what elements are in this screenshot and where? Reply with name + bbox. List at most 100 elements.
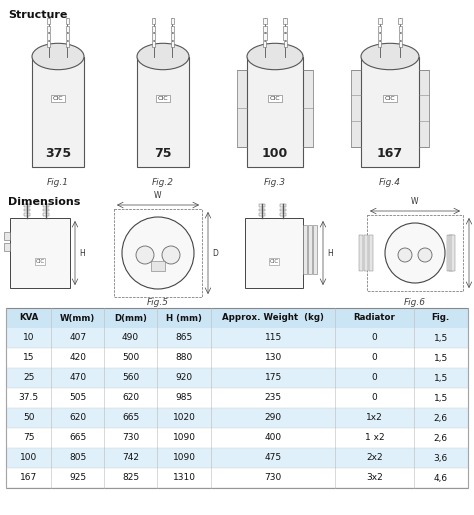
Text: 665: 665 <box>69 434 86 442</box>
Text: CIC: CIC <box>36 259 45 264</box>
Text: 400: 400 <box>264 434 282 442</box>
Text: CIC: CIC <box>385 96 395 101</box>
Text: 925: 925 <box>69 473 86 483</box>
Bar <box>263 33 266 40</box>
Circle shape <box>385 223 445 283</box>
Text: Radiator: Radiator <box>354 314 395 322</box>
Bar <box>24 204 30 207</box>
Bar <box>47 41 50 47</box>
Text: 0: 0 <box>372 393 377 403</box>
Circle shape <box>122 217 194 289</box>
Bar <box>399 26 402 32</box>
Ellipse shape <box>247 43 303 70</box>
Bar <box>447 235 451 271</box>
Text: W: W <box>154 191 162 200</box>
Circle shape <box>418 248 432 262</box>
Bar <box>10 218 70 288</box>
Text: 37.5: 37.5 <box>18 393 39 403</box>
Text: 420: 420 <box>69 353 86 363</box>
Text: D: D <box>212 249 218 258</box>
Bar <box>237 70 247 147</box>
Bar <box>114 209 202 297</box>
Text: 505: 505 <box>69 393 86 403</box>
Bar <box>263 26 267 32</box>
Text: 985: 985 <box>175 393 193 403</box>
Bar <box>152 18 155 24</box>
Bar <box>6 408 468 428</box>
Text: W(mm): W(mm) <box>60 314 95 322</box>
Text: 1310: 1310 <box>173 473 196 483</box>
Text: 620: 620 <box>122 393 139 403</box>
Text: 10: 10 <box>23 334 35 342</box>
Text: 290: 290 <box>264 414 282 422</box>
Text: 0: 0 <box>372 373 377 383</box>
Text: 805: 805 <box>69 454 86 462</box>
Text: 1020: 1020 <box>173 414 196 422</box>
Bar <box>6 308 468 328</box>
Bar <box>6 308 468 488</box>
Text: 75: 75 <box>154 147 172 160</box>
Bar <box>43 204 49 207</box>
Bar <box>369 235 373 271</box>
Bar <box>65 18 69 24</box>
Text: 25: 25 <box>23 373 34 383</box>
Text: 3x2: 3x2 <box>366 473 383 483</box>
Text: 825: 825 <box>122 473 139 483</box>
Bar <box>151 261 165 271</box>
Bar <box>4 244 10 251</box>
Text: 130: 130 <box>264 353 282 363</box>
Text: 1,5: 1,5 <box>434 373 448 383</box>
Text: Approx. Weight  (kg): Approx. Weight (kg) <box>222 314 324 322</box>
Bar <box>364 235 368 271</box>
Bar <box>152 26 155 32</box>
Bar <box>280 204 286 207</box>
Text: CIC: CIC <box>53 96 64 101</box>
Bar <box>66 26 69 32</box>
Bar <box>399 33 402 40</box>
Text: 1090: 1090 <box>173 434 196 442</box>
Bar <box>24 213 30 215</box>
Bar <box>399 41 402 47</box>
Bar <box>152 41 155 47</box>
Text: 490: 490 <box>122 334 139 342</box>
Bar <box>245 218 303 288</box>
Text: 920: 920 <box>175 373 193 383</box>
Bar <box>419 70 429 147</box>
Bar <box>47 33 50 40</box>
Text: CIC: CIC <box>158 96 168 101</box>
Bar <box>6 468 468 488</box>
Text: 880: 880 <box>175 353 193 363</box>
Bar <box>24 209 30 211</box>
Bar <box>171 41 174 47</box>
Text: 1,5: 1,5 <box>434 334 448 342</box>
Bar <box>451 235 455 271</box>
Text: Structure: Structure <box>8 10 67 20</box>
Bar <box>283 18 287 24</box>
Bar <box>264 41 266 47</box>
Bar <box>6 448 468 468</box>
Bar <box>259 204 265 207</box>
Text: 1 x2: 1 x2 <box>365 434 384 442</box>
Text: CIC: CIC <box>269 259 279 264</box>
Text: H: H <box>79 249 85 258</box>
Text: Fig.1: Fig.1 <box>47 178 69 187</box>
Bar <box>6 328 468 348</box>
Text: 2,6: 2,6 <box>434 434 448 442</box>
Bar <box>152 33 155 40</box>
Text: 167: 167 <box>377 147 403 160</box>
Bar <box>283 41 287 47</box>
Circle shape <box>398 248 412 262</box>
Text: H: H <box>327 249 333 258</box>
Text: 865: 865 <box>175 334 193 342</box>
Bar <box>378 26 382 32</box>
Bar <box>6 388 468 408</box>
Text: Fig.2: Fig.2 <box>152 178 174 187</box>
Text: 2x2: 2x2 <box>366 454 383 462</box>
Bar <box>259 209 265 211</box>
Text: W: W <box>411 197 419 206</box>
Text: 235: 235 <box>264 393 282 403</box>
Text: KVA: KVA <box>19 314 38 322</box>
Text: 730: 730 <box>264 473 282 483</box>
Text: 115: 115 <box>264 334 282 342</box>
Bar <box>263 18 267 24</box>
